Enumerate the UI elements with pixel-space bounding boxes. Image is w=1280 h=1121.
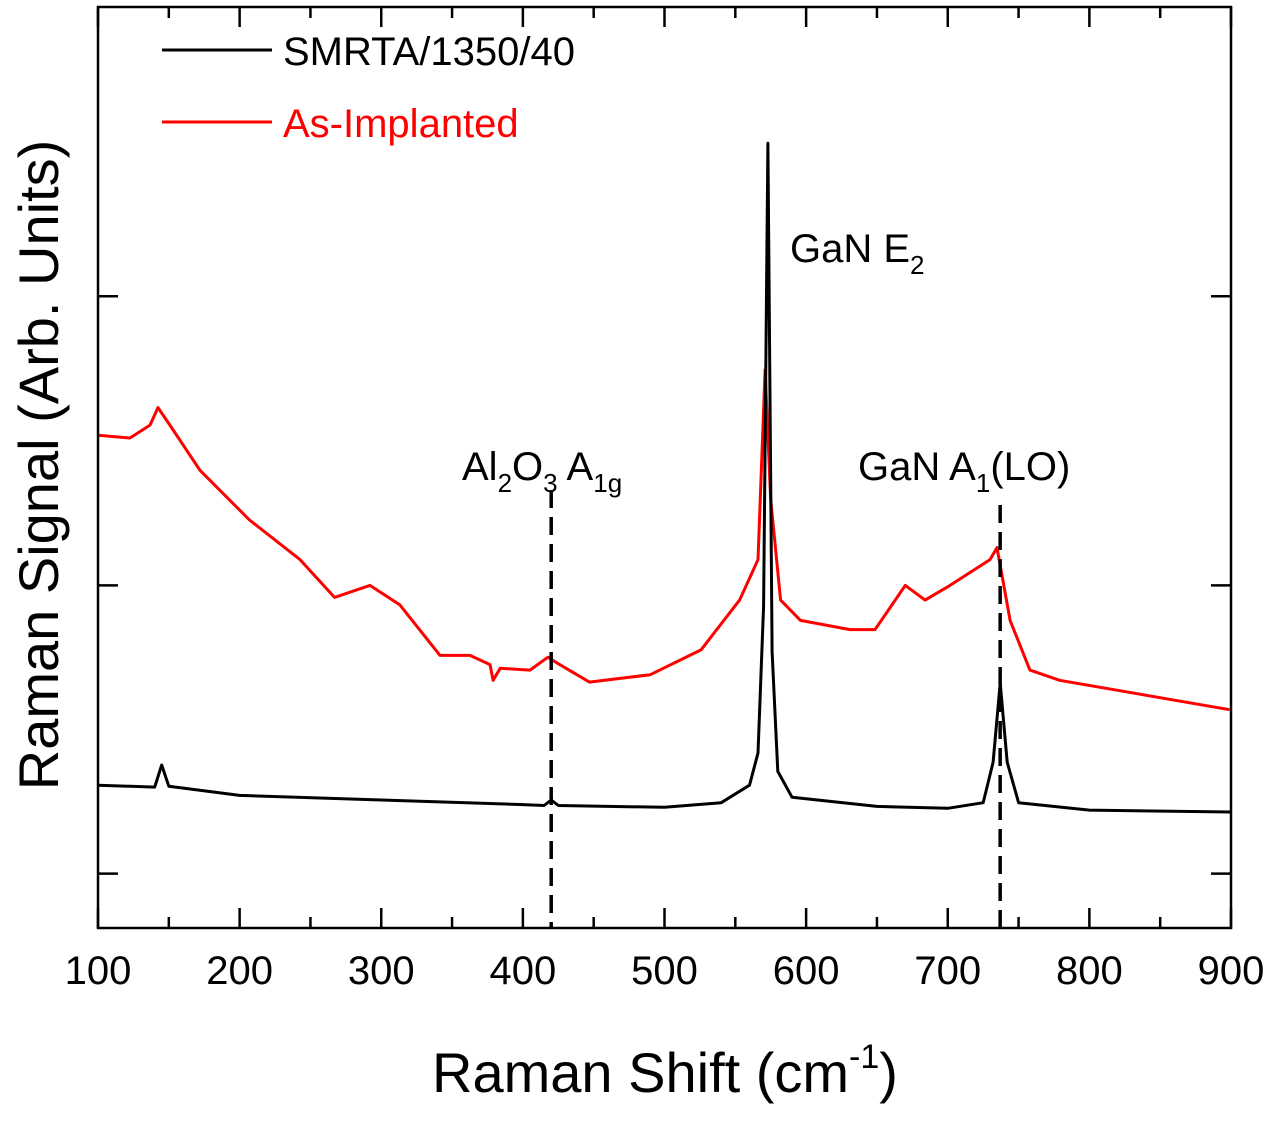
x-tick-label: 800 — [1056, 949, 1123, 993]
series-lines — [97, 141, 1232, 814]
legend-label-as-implanted: As-Implanted — [283, 102, 519, 146]
annotation-markers — [549, 490, 1002, 928]
y-axis-title: Raman Signal (Arb. Units) — [7, 140, 70, 790]
annotation-gan-e2: GaN E2 — [790, 227, 925, 280]
series-line-as-implanted — [97, 368, 1230, 712]
annotation-al2o3-a1g: Al2O3 A1g — [462, 445, 622, 498]
plot-frame — [96, 5, 1233, 930]
x-tick-label: 400 — [490, 949, 557, 993]
x-tick-label: 100 — [65, 949, 132, 993]
series-line-smrta-1350-40 — [97, 141, 1232, 814]
x-tick-label: 500 — [631, 949, 698, 993]
legend-label-smrta: SMRTA/1350/40 — [283, 30, 575, 74]
x-tick-label: 900 — [1198, 949, 1265, 993]
annotations: GaN E2 Al2O3 A1g GaN A1(LO) — [462, 227, 1070, 498]
x-tick-label: 300 — [348, 949, 415, 993]
x-tick-labels: 100 200 300 400 500 600 700 800 900 — [65, 949, 1265, 993]
x-tick-label: 700 — [914, 949, 981, 993]
axis-ticks — [96, 7, 1233, 928]
legend: SMRTA/1350/40 As-Implanted — [162, 30, 575, 146]
x-tick-label: 600 — [773, 949, 840, 993]
x-axis-title: Raman Shift (cm-1) — [432, 1038, 898, 1104]
annotation-gan-a1lo: GaN A1(LO) — [858, 445, 1070, 498]
x-tick-label: 200 — [206, 949, 273, 993]
